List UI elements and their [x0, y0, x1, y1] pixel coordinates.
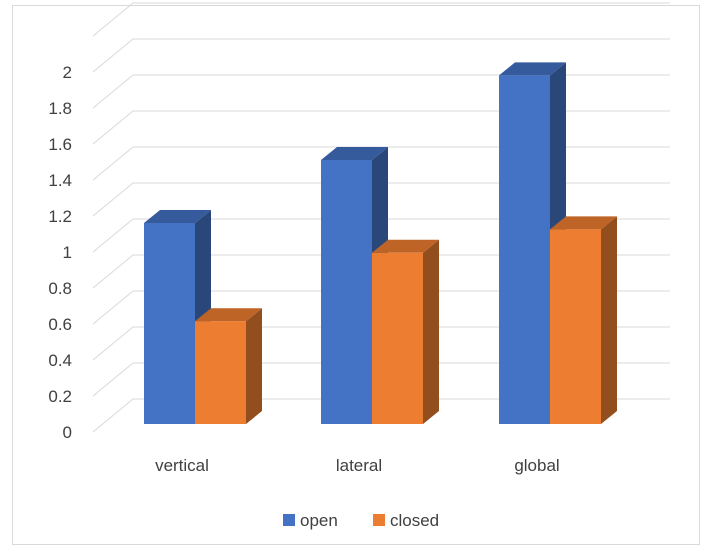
bar-top: [499, 62, 566, 76]
chart-frame: [12, 5, 700, 545]
gridline-diagonal: [92, 362, 134, 397]
x-tick-label: vertical: [155, 456, 209, 475]
legend-item-closed: closed: [373, 511, 439, 530]
bar-top: [372, 239, 439, 253]
bar-front: [372, 252, 423, 424]
bar-front: [499, 75, 550, 425]
bar-closed-vertical: [195, 308, 262, 424]
gridline-diagonal: [92, 38, 134, 73]
bar-top: [144, 210, 211, 223]
bar-top: [195, 308, 262, 322]
bar-side: [423, 239, 439, 424]
y-tick-label: 1.6: [48, 135, 72, 154]
gridline-diagonal: [92, 146, 134, 181]
legend: open closed: [283, 511, 439, 530]
legend-label: open: [300, 511, 338, 530]
bar-side: [601, 216, 617, 424]
legend-swatch: [283, 514, 295, 526]
gridline-diagonal: [92, 182, 134, 217]
gridline-diagonal: [92, 254, 134, 289]
gridline-diagonal: [92, 326, 134, 361]
legend-item-open: open: [283, 511, 338, 530]
y-axis: 0 0.2 0.4 0.6 0.8 1 1.2 1.4 1.6 1.8 2: [48, 63, 72, 442]
y-tick-label: 0.2: [48, 387, 72, 406]
gridline-diagonal: [92, 218, 134, 253]
bar-front: [144, 223, 195, 424]
gridline-diagonal: [92, 110, 134, 145]
y-tick-label: 0.8: [48, 279, 72, 298]
bar-side: [246, 308, 262, 424]
x-axis: vertical lateral global: [155, 456, 560, 475]
bar-front: [321, 160, 372, 424]
bars: [144, 62, 617, 425]
gridline-diagonal: [92, 398, 134, 433]
y-tick-label: 0: [63, 423, 72, 442]
y-tick-label: 0.6: [48, 315, 72, 334]
bar-top: [550, 216, 617, 230]
gridline-diagonal: [92, 2, 134, 37]
y-tick-label: 1.4: [48, 171, 72, 190]
bar-closed-global: [550, 216, 617, 424]
y-tick-label: 1.8: [48, 99, 72, 118]
y-tick-label: 1: [63, 243, 72, 262]
y-tick-label: 0.4: [48, 351, 72, 370]
bar-front: [550, 229, 601, 424]
y-tick-label: 1.2: [48, 207, 72, 226]
x-tick-label: lateral: [336, 456, 382, 475]
bar-top: [321, 147, 388, 160]
gridline-diagonal: [92, 74, 134, 109]
y-tick-label: 2: [63, 63, 72, 82]
bar-closed-lateral: [372, 239, 439, 424]
gridline-diagonal: [92, 290, 134, 325]
legend-swatch: [373, 514, 385, 526]
legend-label: closed: [390, 511, 439, 530]
x-tick-label: global: [514, 456, 559, 475]
bar-front: [195, 321, 246, 424]
